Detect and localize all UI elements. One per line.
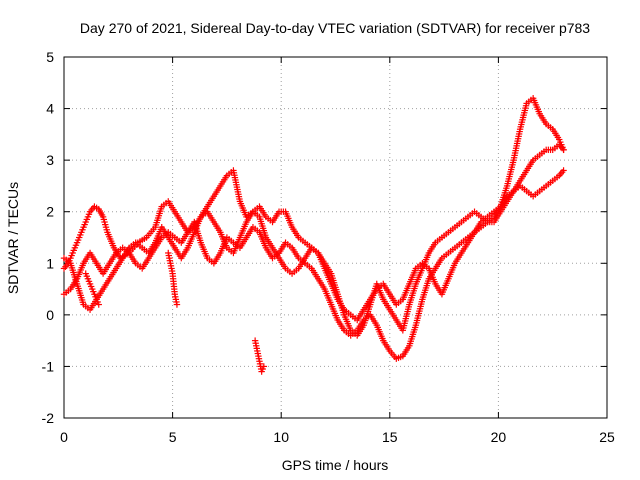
- x-tick-label: 20: [491, 429, 507, 445]
- data-point: [560, 146, 567, 154]
- data-points: [60, 95, 567, 375]
- series-track-a: [60, 95, 567, 339]
- x-tick-label: 25: [599, 429, 615, 445]
- y-axis-label: SDTVAR / TECUs: [5, 182, 21, 294]
- plot-frame: [63, 56, 608, 419]
- series-track-b: [60, 141, 567, 362]
- y-tick-labels: -2 -1 0 1 2 3 4 5: [42, 49, 55, 426]
- data-point: [173, 301, 181, 308]
- y-tick-label: 4: [46, 101, 54, 117]
- y-tick-label: 2: [46, 204, 54, 220]
- axis-ticks: [63, 56, 608, 419]
- data-point: [95, 301, 102, 308]
- data-point: [260, 363, 268, 370]
- data-point: [560, 167, 567, 174]
- x-tick-label: 10: [273, 429, 289, 445]
- y-tick-label: -1: [42, 358, 55, 374]
- series-track-d: [82, 249, 268, 375]
- y-tick-label: 3: [46, 152, 54, 168]
- x-tick-labels: 0 5 10 15 20 25: [60, 429, 615, 445]
- series-track-c: [60, 167, 567, 324]
- x-tick-label: 0: [60, 429, 68, 445]
- x-tick-label: 15: [382, 429, 398, 445]
- y-tick-label: -2: [42, 410, 55, 426]
- y-tick-label: 5: [46, 49, 54, 65]
- y-tick-label: 0: [46, 307, 54, 323]
- x-tick-label: 5: [169, 429, 177, 445]
- chart-title: Day 270 of 2021, Sidereal Day-to-day VTE…: [80, 20, 590, 36]
- x-axis-label: GPS time / hours: [282, 457, 389, 473]
- y-tick-label: 1: [46, 255, 54, 271]
